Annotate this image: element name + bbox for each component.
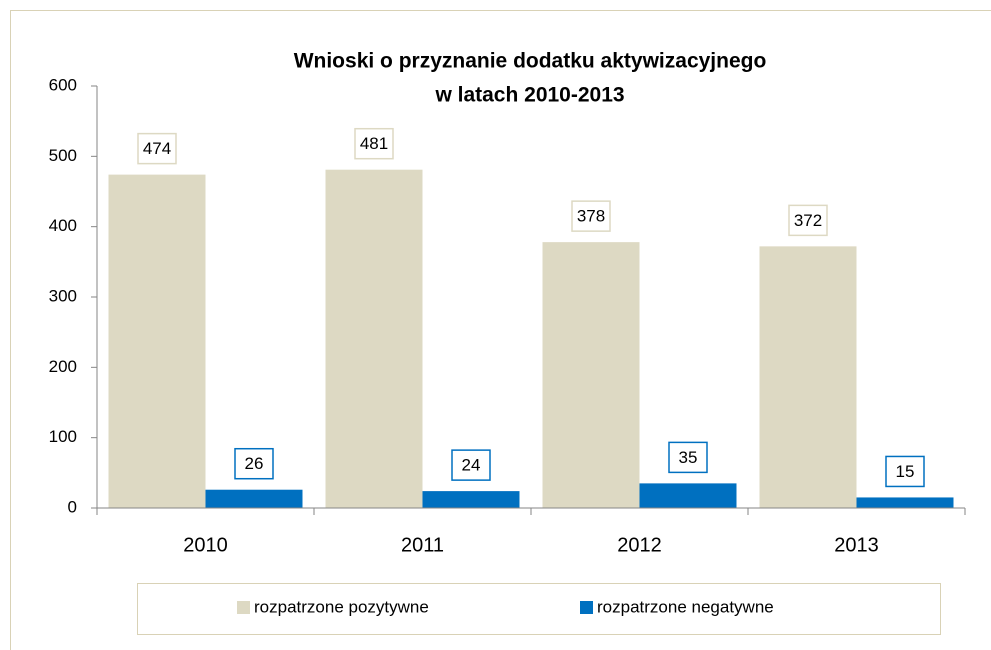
legend-swatch bbox=[237, 601, 250, 614]
data-label: 24 bbox=[462, 456, 481, 475]
bar bbox=[639, 483, 737, 508]
legend-label: rozpatrzone pozytywne bbox=[254, 597, 429, 616]
data-label: 372 bbox=[794, 211, 822, 230]
data-label-box bbox=[451, 449, 491, 481]
data-label: 15 bbox=[896, 462, 915, 481]
data-label: 35 bbox=[679, 448, 698, 467]
chart-frame bbox=[10, 10, 991, 650]
bar bbox=[856, 497, 954, 508]
chart-title: w latach 2010-2013 bbox=[434, 84, 624, 107]
bar bbox=[542, 242, 640, 508]
legend-swatch bbox=[580, 601, 593, 614]
x-tick-label: 2011 bbox=[401, 534, 444, 556]
y-tick-label: 300 bbox=[49, 286, 77, 305]
data-label-box bbox=[571, 200, 611, 232]
y-tick-label: 400 bbox=[49, 216, 77, 235]
legend-label: rozpatrzone negatywne bbox=[597, 597, 774, 616]
data-label-box bbox=[137, 132, 177, 165]
y-tick-label: 0 bbox=[68, 497, 77, 516]
bar bbox=[759, 246, 857, 509]
data-label: 474 bbox=[143, 139, 171, 158]
data-label: 378 bbox=[577, 207, 605, 226]
chart-title: Wnioski o przyznanie dodatku aktywizacyj… bbox=[294, 50, 767, 73]
data-label-box bbox=[788, 204, 828, 237]
bar bbox=[422, 491, 520, 508]
x-tick-label: 2012 bbox=[617, 534, 662, 556]
bar bbox=[205, 489, 303, 508]
data-label: 481 bbox=[360, 134, 388, 153]
bar bbox=[108, 174, 206, 508]
bar bbox=[325, 169, 423, 509]
data-label: 26 bbox=[245, 454, 264, 473]
data-label-box bbox=[668, 441, 708, 474]
data-label-box bbox=[234, 447, 274, 480]
y-tick-label: 600 bbox=[49, 75, 77, 94]
legend-box bbox=[137, 583, 941, 635]
y-tick-label: 200 bbox=[49, 357, 77, 376]
y-tick-label: 100 bbox=[49, 427, 77, 446]
x-tick-label: 2013 bbox=[834, 534, 879, 556]
x-tick-label: 2010 bbox=[183, 534, 228, 556]
data-label-box bbox=[354, 127, 394, 160]
data-label-box bbox=[885, 455, 925, 488]
y-tick-label: 500 bbox=[49, 146, 77, 165]
